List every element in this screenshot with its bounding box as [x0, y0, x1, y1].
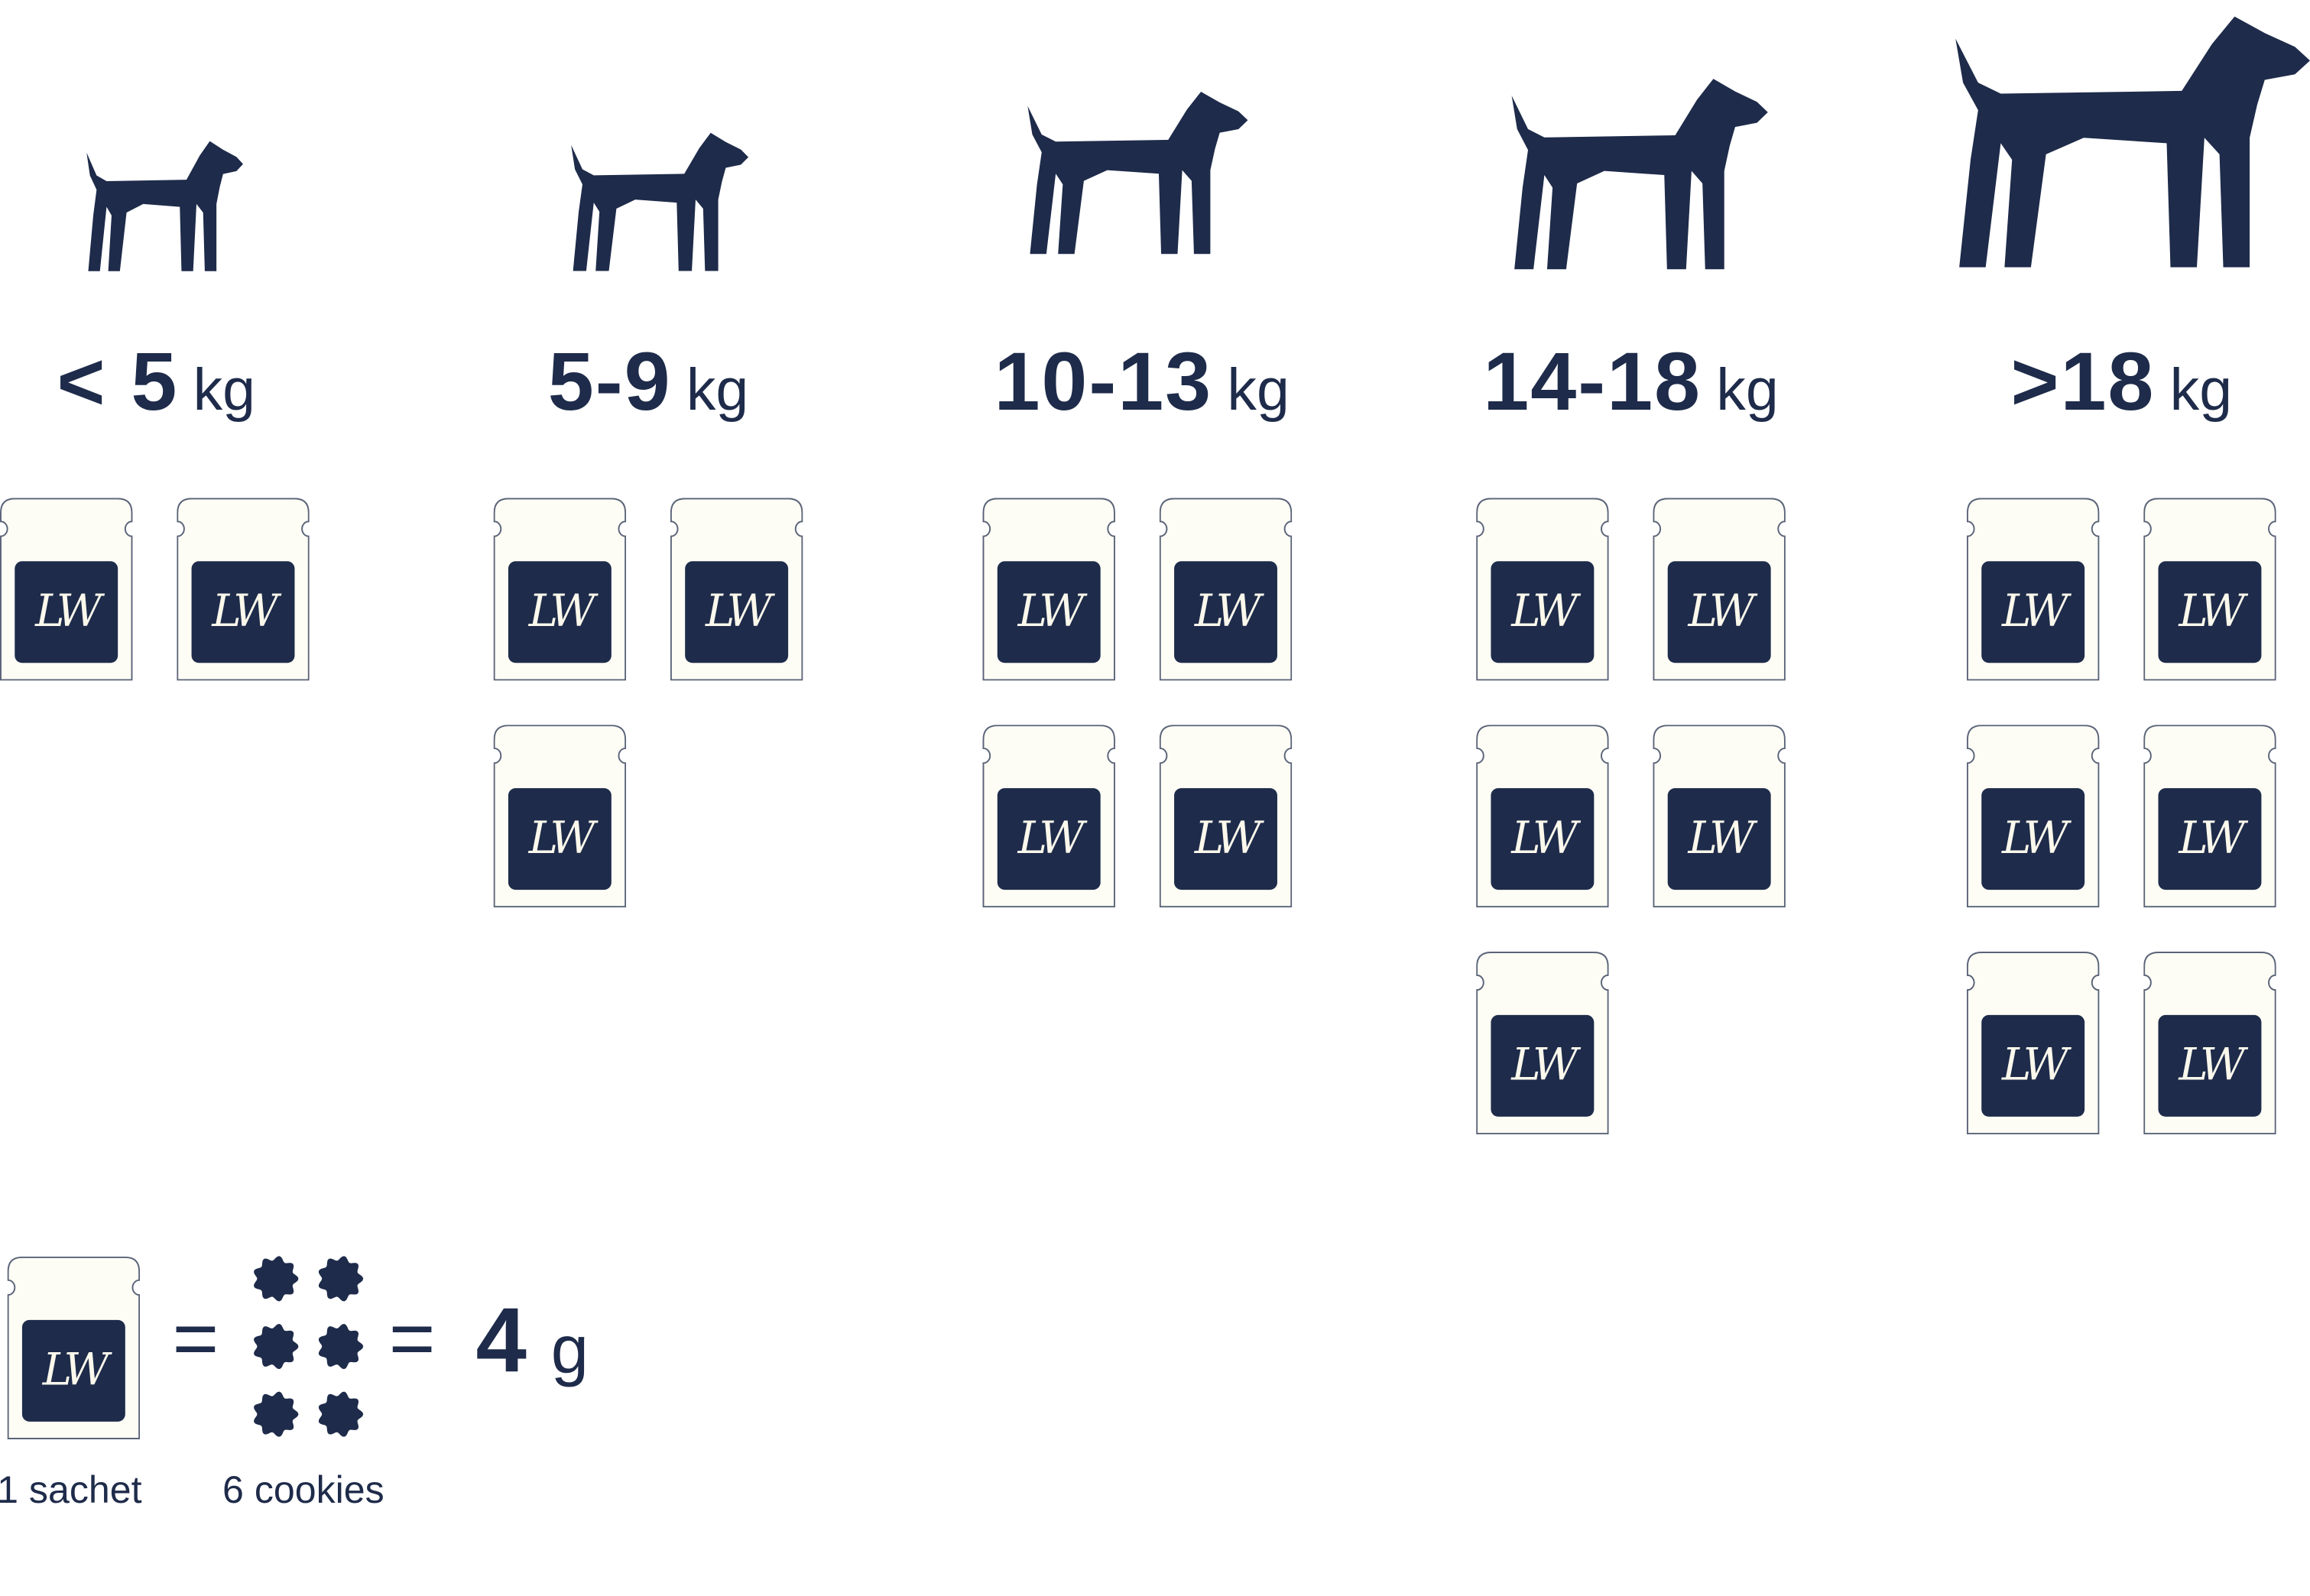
cookie-icon — [316, 1390, 364, 1438]
weight-range: >18 — [2010, 334, 2156, 427]
sachet: LW — [2143, 952, 2276, 1135]
sachet: LW — [177, 498, 310, 681]
sachet: LW — [1966, 952, 2100, 1135]
sachet: LW — [1159, 725, 1293, 908]
lw-logo-text: LW — [1511, 1040, 1578, 1092]
sachet: LW — [1476, 952, 1609, 1135]
husky-silhouette-icon — [1933, 0, 2310, 275]
lw-logo-text: LW — [2002, 813, 2068, 865]
lw-logo-text: LW — [1194, 813, 1261, 865]
lw-logo: LW — [191, 561, 295, 663]
weight-unit: kg — [1716, 358, 1779, 423]
weight-label: >18 kg — [1900, 333, 2310, 429]
lw-logo: LW — [1667, 561, 1771, 663]
sachet: LW — [1159, 498, 1293, 681]
sachet: LW — [1966, 725, 2100, 908]
lw-logo: LW — [2158, 1014, 2262, 1117]
lw-logo-text: LW — [1511, 813, 1578, 865]
lw-logo-text: LW — [528, 813, 595, 865]
lw-logo-text: LW — [2002, 1040, 2068, 1092]
sachet: LW — [1966, 498, 2100, 681]
lw-logo-text: LW — [35, 586, 102, 638]
sachet: LW — [493, 725, 627, 908]
lw-logo: LW — [997, 561, 1101, 663]
sachet: LW — [982, 725, 1115, 908]
cookie-icon — [316, 1255, 364, 1302]
weight-range: 5-9 — [547, 334, 672, 427]
weight-unit: kg — [2169, 358, 2233, 423]
lw-logo: LW — [1667, 788, 1771, 890]
lw-logo: LW — [2158, 788, 2262, 890]
beagle-silhouette-icon — [1014, 81, 1248, 259]
weight-range: 10-13 — [994, 334, 1213, 427]
weight-label: 10-13 kg — [921, 333, 1363, 429]
weight-label: 5-9 kg — [427, 333, 869, 429]
equals-sign: = — [388, 1295, 436, 1384]
schnauzer-silhouette-icon — [1495, 66, 1768, 276]
lw-logo: LW — [1491, 561, 1595, 663]
chihuahua-silhouette-icon — [76, 132, 244, 275]
sachet: LW — [1653, 725, 1786, 908]
lw-logo-text: LW — [2179, 586, 2245, 638]
sachet: LW — [982, 498, 1115, 681]
lw-logo: LW — [1491, 1014, 1595, 1117]
pug-silhouette-icon — [560, 124, 749, 276]
legend-sachet: LW — [7, 1256, 141, 1439]
sachet: LW — [1476, 498, 1609, 681]
lw-logo-text: LW — [706, 586, 772, 638]
cookie-icon — [316, 1323, 364, 1371]
cookies-caption: 6 cookies — [222, 1467, 384, 1512]
lw-logo: LW — [508, 788, 612, 890]
lw-logo-text: LW — [528, 586, 595, 638]
lw-logo: LW — [1981, 788, 2085, 890]
lw-logo-text: LW — [212, 586, 278, 638]
lw-logo-text: LW — [1194, 586, 1261, 638]
cookie-icon — [252, 1390, 300, 1438]
lw-logo-text: LW — [2179, 1040, 2245, 1092]
lw-logo: LW — [1174, 788, 1277, 890]
weight-label: < 5 kg — [0, 333, 377, 429]
weight-unit: kg — [1227, 358, 1290, 423]
sachet: LW — [670, 498, 803, 681]
sachet: LW — [493, 498, 627, 681]
lw-logo: LW — [1981, 561, 2085, 663]
lw-logo: LW — [21, 1319, 125, 1422]
sachet: LW — [2143, 725, 2276, 908]
sachet: LW — [1476, 725, 1609, 908]
grams-unit: g — [550, 1311, 589, 1388]
lw-logo: LW — [997, 788, 1101, 890]
lw-logo-text: LW — [1017, 586, 1085, 638]
lw-logo-text: LW — [1688, 586, 1755, 638]
sachet: LW — [0, 498, 133, 681]
weight-range: < 5 — [57, 334, 179, 427]
lw-logo: LW — [1174, 561, 1277, 663]
weight-label: 14-18 kg — [1410, 333, 1851, 429]
lw-logo-text: LW — [42, 1345, 109, 1397]
lw-logo: LW — [508, 561, 612, 663]
lw-logo: LW — [1981, 1014, 2085, 1117]
lw-logo-text: LW — [2002, 586, 2068, 638]
sachet-caption: 1 sachet — [0, 1467, 142, 1512]
lw-logo-text: LW — [1017, 813, 1085, 865]
cookie-icon — [252, 1323, 300, 1371]
lw-logo-text: LW — [2179, 813, 2245, 865]
sachet: LW — [1653, 498, 1786, 681]
grams-value: 4 — [475, 1290, 527, 1393]
lw-logo-text: LW — [1688, 813, 1755, 865]
lw-logo: LW — [15, 561, 118, 663]
lw-logo: LW — [1491, 788, 1595, 890]
equals-sign: = — [172, 1295, 219, 1384]
lw-logo: LW — [2158, 561, 2262, 663]
weight-unit: kg — [686, 358, 749, 423]
sachet: LW — [2143, 498, 2276, 681]
weight-range: 14-18 — [1483, 334, 1702, 427]
cookie-icon — [252, 1255, 300, 1302]
lw-logo: LW — [685, 561, 789, 663]
weight-unit: kg — [193, 358, 256, 423]
lw-logo-text: LW — [1511, 586, 1578, 638]
